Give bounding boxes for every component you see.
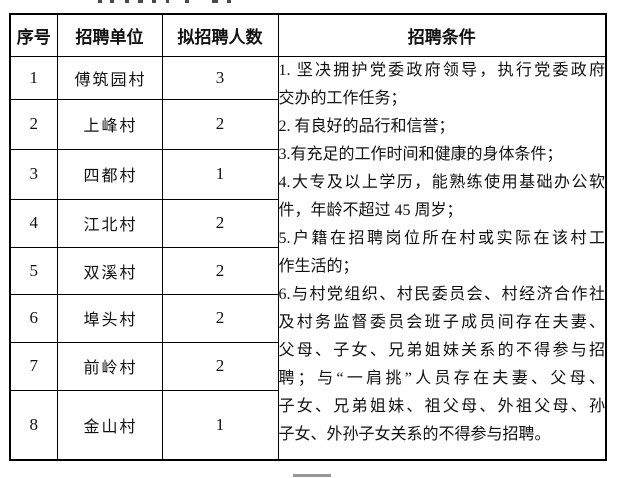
unit-cell: 金山村 xyxy=(56,389,163,461)
condition-line: 子女、兄弟姐妹、祖父母、外祖父母、孙 xyxy=(278,397,605,415)
table-row: 1 傅筑园村 3 1. 坚决拥护党委政府领导，执行党委政府 交办的工作任务； 2… xyxy=(9,55,607,461)
serial-cell: 8 xyxy=(9,389,58,461)
condition-line: 件，年龄不超过 45 周岁； xyxy=(278,201,463,219)
condition-line: 及村务监督委员会班子成员间存在夫妻、 xyxy=(278,313,605,331)
count-cell: 2 xyxy=(161,246,279,295)
unit-cell: 双溪村 xyxy=(56,246,163,295)
count-cell: 3 xyxy=(161,55,279,100)
count-cell: 1 xyxy=(161,389,279,461)
serial-cell: 1 xyxy=(9,55,58,100)
condition-line: 子女、外孙子女关系的不得参与招聘。 xyxy=(278,425,551,443)
count-cell: 2 xyxy=(161,98,279,150)
conditions-cell: 1. 坚决拥护党委政府领导，执行党委政府 交办的工作任务； 2. 有良好的品行和… xyxy=(277,55,607,461)
condition-line: 父母、子女、兄弟姐妹关系的不得参与招 xyxy=(278,341,605,359)
count-cell: 2 xyxy=(161,341,279,391)
unit-cell: 四都村 xyxy=(56,148,163,200)
table-row: 6 埠头村 2 xyxy=(9,293,606,343)
col-header-serial: 序号 xyxy=(9,13,58,57)
table-row: 7 前岭村 2 xyxy=(9,341,606,391)
serial-cell: 2 xyxy=(9,98,58,150)
condition-line: 1. 坚决拥护党委政府领导，执行党委政府 xyxy=(278,61,605,79)
serial-cell: 3 xyxy=(9,148,58,200)
condition-line: 5.户籍在招聘岗位所在村或实际在该村工 xyxy=(278,229,605,247)
unit-cell: 上峰村 xyxy=(56,98,163,150)
condition-line: 聘；与“一肩挑”人员存在夫妻、父母、 xyxy=(278,369,605,387)
serial-cell: 5 xyxy=(9,246,58,295)
condition-line: 4.大专及以上学历，能熟练使用基础办公软 xyxy=(278,173,605,191)
col-header-unit: 招聘单位 xyxy=(56,13,163,57)
col-header-conditions: 招聘条件 xyxy=(277,13,607,57)
condition-line: 作生活的； xyxy=(278,257,359,275)
serial-cell: 6 xyxy=(9,293,58,343)
table-row: 5 双溪村 2 xyxy=(9,246,606,295)
recruitment-table: 序号 招聘单位 拟招聘人数 招聘条件 1 傅筑园村 3 1. 坚决拥护党委政府领… xyxy=(9,13,607,461)
count-cell: 2 xyxy=(161,198,279,248)
condition-line: 3.有充足的工作时间和健康的身体条件； xyxy=(278,145,563,163)
condition-line: 6.与村党组织、村民委员会、村经济合作社 xyxy=(278,285,605,303)
table-row: 3 四都村 1 xyxy=(9,148,606,200)
unit-cell: 江北村 xyxy=(56,198,163,248)
table-row: 4 江北村 2 xyxy=(9,198,606,248)
condition-line: 交办的工作任务； xyxy=(278,89,407,107)
count-cell: 2 xyxy=(161,293,279,343)
count-cell: 1 xyxy=(161,148,279,200)
table-row: 8 金山村 1 xyxy=(9,389,606,461)
serial-cell: 7 xyxy=(9,341,58,391)
unit-cell: 前岭村 xyxy=(56,341,163,391)
serial-cell: 4 xyxy=(9,198,58,248)
table-row: 2 上峰村 2 xyxy=(9,98,606,150)
condition-line: 2. 有良好的品行和信誉； xyxy=(278,117,455,135)
table-header-row: 序号 招聘单位 拟招聘人数 招聘条件 xyxy=(9,13,607,57)
unit-cell: 埠头村 xyxy=(56,293,163,343)
page-divider-fragment xyxy=(293,474,331,477)
unit-cell: 傅筑园村 xyxy=(56,55,163,100)
col-header-count: 拟招聘人数 xyxy=(161,13,279,57)
